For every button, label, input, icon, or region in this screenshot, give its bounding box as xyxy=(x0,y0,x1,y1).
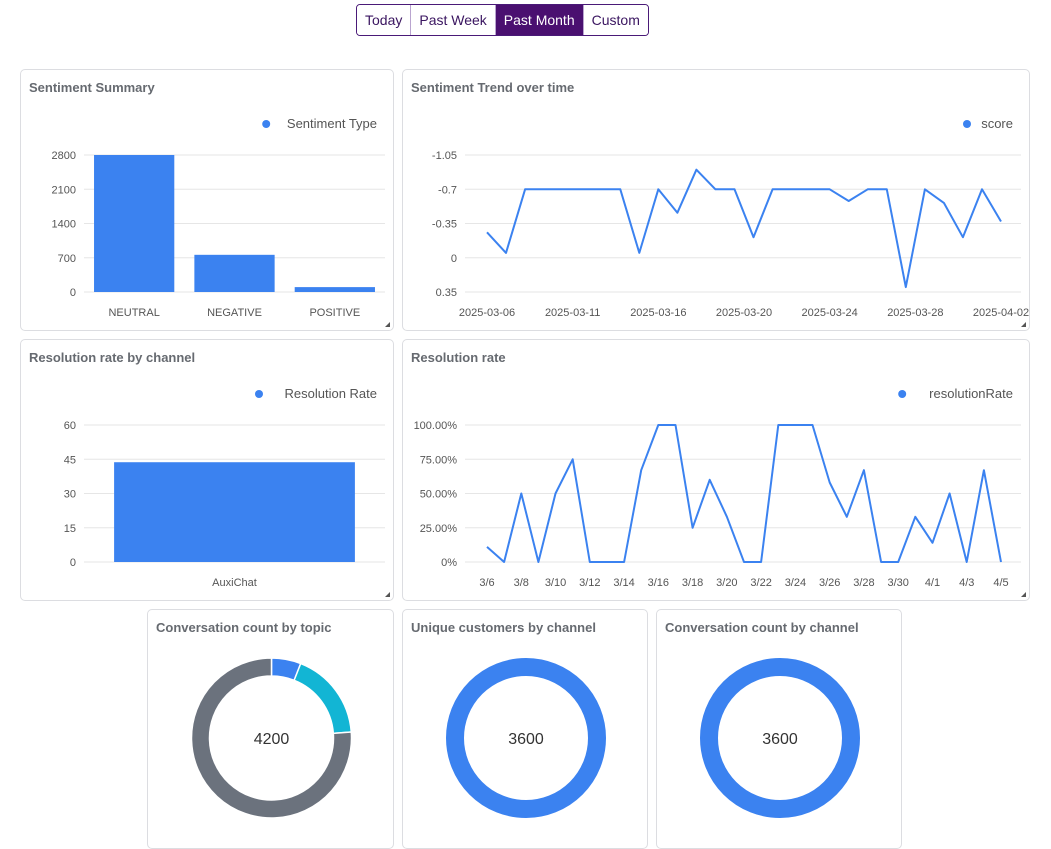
legend-swatch xyxy=(898,390,907,398)
x-tick-label: 3/22 xyxy=(750,577,771,589)
x-tick-label: 3/12 xyxy=(579,577,600,589)
legend-swatch xyxy=(963,120,971,128)
x-tick-label: 3/20 xyxy=(716,577,737,589)
y-tick-label: 2100 xyxy=(52,184,76,196)
x-tick-label: NEGATIVE xyxy=(207,307,262,319)
x-tick-label: 3/14 xyxy=(613,577,634,589)
y-tick-label: 45 xyxy=(64,454,76,466)
x-tick-label: 4/3 xyxy=(959,577,974,589)
date-range-selector: Today Past Week Past Month Custom xyxy=(356,4,649,36)
x-tick-label: AuxiChat xyxy=(212,577,257,589)
y-tick-label: 30 xyxy=(64,489,76,501)
resolution-rate-chart: resolutionRate 0% 25.00% 50.00% 75.00% 100.00… xyxy=(414,386,1021,589)
range-past-month-button[interactable]: Past Month xyxy=(495,5,584,35)
x-tick-label: 3/28 xyxy=(853,577,874,589)
y-tick-label: -1.05 xyxy=(432,150,457,162)
x-tick-label: 4/1 xyxy=(925,577,940,589)
x-tick-label: 2025-03-20 xyxy=(716,307,772,319)
donut-slice xyxy=(293,662,353,735)
conversation-by-channel-panel: Conversation count by channel 3600 xyxy=(656,609,902,849)
donut-slice xyxy=(190,657,353,819)
panel-title: Unique customers by channel xyxy=(411,620,596,635)
x-tick-label: 2025-03-24 xyxy=(802,307,858,319)
donut-slice xyxy=(446,658,606,818)
bar xyxy=(94,155,175,292)
y-tick-label: 50.00% xyxy=(420,489,458,501)
y-tick-label: 700 xyxy=(58,253,76,265)
y-tick-label: 0 xyxy=(70,557,76,569)
legend-swatch xyxy=(255,390,263,398)
x-tick-label: 2025-03-28 xyxy=(887,307,943,319)
legend-label: resolutionRate xyxy=(929,386,1013,401)
donut-center-value: 4200 xyxy=(254,731,290,748)
y-tick-label: 0.35 xyxy=(436,287,457,299)
x-tick-label: 3/8 xyxy=(514,577,529,589)
y-tick-label: 60 xyxy=(64,420,76,432)
legend-swatch xyxy=(262,120,271,128)
x-tick-label: 4/5 xyxy=(993,577,1008,589)
x-tick-label: 3/24 xyxy=(785,577,806,589)
resize-handle[interactable] xyxy=(1021,322,1026,327)
y-tick-label: 25.00% xyxy=(420,523,458,535)
resize-handle[interactable] xyxy=(385,592,390,597)
x-tick-label: 2025-04-02 xyxy=(973,307,1029,319)
conversation-by-topic-chart: 4200 xyxy=(190,657,353,819)
resolution-rate-panel: Resolution rate resolutionRate 0% 25.00% 50… xyxy=(402,339,1030,601)
y-tick-label: 0% xyxy=(441,557,457,569)
resize-handle[interactable] xyxy=(385,322,390,327)
x-tick-label: 3/26 xyxy=(819,577,840,589)
sentiment-summary-chart: Sentiment Type 0 700 1400 2100 2800 NEUTRAL NEG… xyxy=(52,116,385,319)
y-tick-label: 75.00% xyxy=(420,454,458,466)
range-custom-button[interactable]: Custom xyxy=(583,5,648,35)
sentiment-trend-chart: score 0.35 0 -0.35 -0.7 -1.05 2025-03-06 2025-0… xyxy=(432,116,1029,319)
legend-label: score xyxy=(981,116,1013,131)
donut-slice xyxy=(700,658,860,818)
resolution-by-channel-chart: Resolution Rate 0 15 30 45 60 AuxiChat xyxy=(64,386,385,589)
y-tick-label: -0.35 xyxy=(432,219,457,231)
panel-title: Conversation count by channel xyxy=(665,620,859,635)
series-line xyxy=(486,168,1002,289)
y-tick-label: -0.7 xyxy=(438,184,457,196)
bar xyxy=(194,254,275,292)
y-tick-label: 100.00% xyxy=(414,420,458,432)
conversation-by-topic-panel: Conversation count by topic 4200 xyxy=(147,609,394,849)
y-tick-label: 0 xyxy=(451,253,457,265)
x-tick-label: 3/10 xyxy=(545,577,566,589)
legend-label: Resolution Rate xyxy=(285,386,378,401)
x-tick-label: 2025-03-11 xyxy=(545,307,600,319)
bar xyxy=(114,462,355,562)
donut-center-value: 3600 xyxy=(508,731,544,748)
x-tick-label: 3/16 xyxy=(648,577,669,589)
conversation-by-channel-chart: 3600 xyxy=(700,658,860,818)
legend-label: Sentiment Type xyxy=(287,116,377,131)
x-tick-label: 3/30 xyxy=(887,577,908,589)
panel-title: Resolution rate by channel xyxy=(29,350,196,365)
x-tick-label: 2025-03-06 xyxy=(459,307,515,319)
resolution-by-channel-panel: Resolution rate by channel Resolution Ra… xyxy=(20,339,394,601)
sentiment-trend-panel: Sentiment Trend over time score 0.35 0 -0.3… xyxy=(402,69,1030,331)
y-tick-label: 15 xyxy=(64,523,76,535)
unique-customers-panel: Unique customers by channel 3600 xyxy=(402,609,648,849)
y-tick-label: 0 xyxy=(70,287,76,299)
y-tick-label: 2800 xyxy=(52,150,76,162)
x-tick-label: 3/18 xyxy=(682,577,703,589)
resize-handle[interactable] xyxy=(1021,592,1026,597)
unique-customers-chart: 3600 xyxy=(446,658,606,818)
panel-title: Resolution rate xyxy=(411,350,506,365)
donut-center-value: 3600 xyxy=(762,731,798,748)
series-line xyxy=(486,424,1002,563)
panel-title: Conversation count by topic xyxy=(156,620,332,635)
sentiment-summary-panel: Sentiment Summary Sentiment Type 0 700 1400… xyxy=(20,69,394,331)
panel-title: Sentiment Trend over time xyxy=(411,80,575,95)
x-tick-label: POSITIVE xyxy=(309,307,360,319)
y-tick-label: 1400 xyxy=(52,219,76,231)
panel-title: Sentiment Summary xyxy=(29,80,155,95)
x-tick-label: 3/6 xyxy=(479,577,494,589)
x-tick-label: 2025-03-16 xyxy=(630,307,686,319)
x-tick-label: NEUTRAL xyxy=(108,307,159,319)
bar xyxy=(294,287,375,292)
range-past-week-button[interactable]: Past Week xyxy=(411,5,496,35)
range-today-button[interactable]: Today xyxy=(357,5,412,35)
